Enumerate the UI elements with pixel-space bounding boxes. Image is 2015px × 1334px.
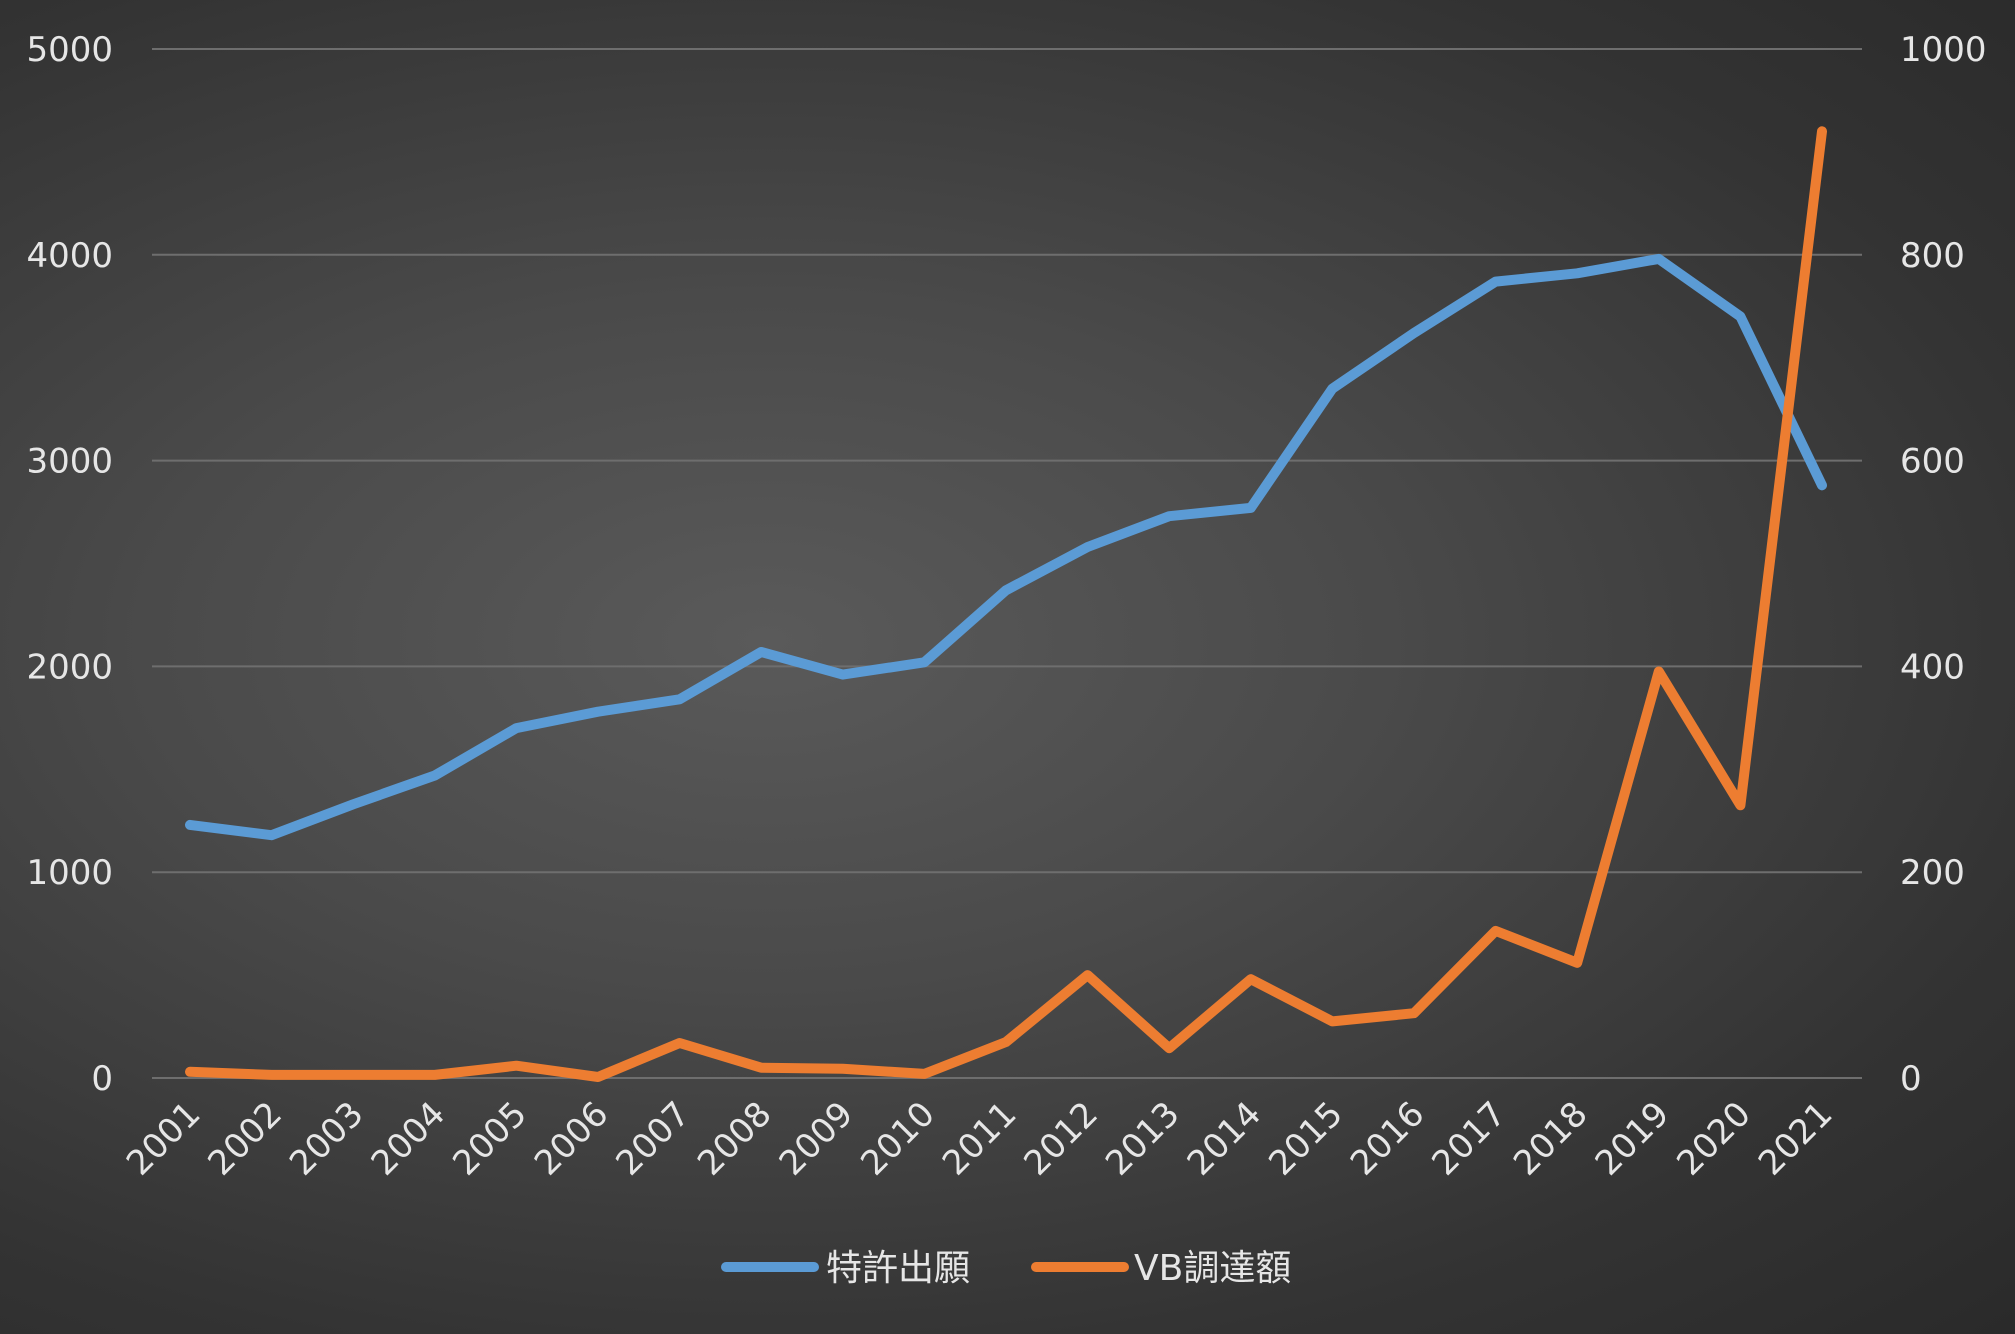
- x-tick-label: 2015: [1261, 1094, 1350, 1183]
- x-tick-label: 2012: [1016, 1094, 1105, 1183]
- x-tick-label: 2017: [1424, 1094, 1513, 1183]
- right-y-tick-label: 1000: [1900, 30, 1987, 70]
- x-tick-label: 2016: [1343, 1094, 1432, 1183]
- left-y-tick-label: 0: [91, 1059, 113, 1099]
- x-tick-label: 2002: [200, 1094, 289, 1183]
- right-y-tick-label: 0: [1900, 1059, 1922, 1099]
- left-y-tick-label: 5000: [26, 30, 113, 70]
- x-tick-label: 2010: [853, 1094, 942, 1183]
- right-y-tick-label: 400: [1900, 647, 1965, 687]
- series-lines: [185, 126, 1827, 1082]
- legend: 特許出願 VB調達額: [721, 1248, 1291, 1289]
- left-y-axis: 0 1000 2000 3000 4000 5000: [26, 30, 113, 1099]
- left-y-tick-label: 1000: [26, 853, 113, 893]
- x-tick-label: 2013: [1098, 1094, 1187, 1183]
- x-tick-label: 2020: [1669, 1094, 1758, 1183]
- legend-label-2: VB調達額: [1134, 1248, 1291, 1289]
- right-y-tick-label: 800: [1900, 236, 1965, 276]
- left-y-tick-label: 3000: [26, 442, 113, 482]
- right-y-axis: 0 200 400 600 800 1000: [1900, 30, 1987, 1099]
- x-tick-label: 2003: [282, 1094, 371, 1183]
- x-axis: 2001200220032004200520062007200820092010…: [119, 1094, 1840, 1183]
- x-tick-label: 2007: [608, 1094, 697, 1183]
- x-tick-label: 2021: [1751, 1094, 1840, 1183]
- left-y-tick-label: 2000: [26, 647, 113, 687]
- x-tick-label: 2004: [364, 1094, 453, 1183]
- x-tick-label: 2014: [1180, 1094, 1269, 1183]
- left-y-tick-label: 4000: [26, 236, 113, 276]
- series-line-1: [185, 253, 1827, 841]
- x-tick-label: 2011: [935, 1094, 1024, 1183]
- x-tick-label: 2006: [527, 1094, 616, 1183]
- x-tick-label: 2008: [690, 1094, 779, 1183]
- x-tick-label: 2001: [119, 1094, 208, 1183]
- series-line-2: [185, 126, 1827, 1082]
- legend-label-1: 特許出願: [826, 1248, 970, 1289]
- x-tick-label: 2005: [445, 1094, 534, 1183]
- right-y-tick-label: 600: [1900, 442, 1965, 482]
- right-y-tick-label: 200: [1900, 853, 1965, 893]
- grid-lines: [152, 48, 1862, 1079]
- x-tick-label: 2018: [1506, 1094, 1595, 1183]
- x-tick-label: 2009: [772, 1094, 861, 1183]
- x-tick-label: 2019: [1588, 1094, 1677, 1183]
